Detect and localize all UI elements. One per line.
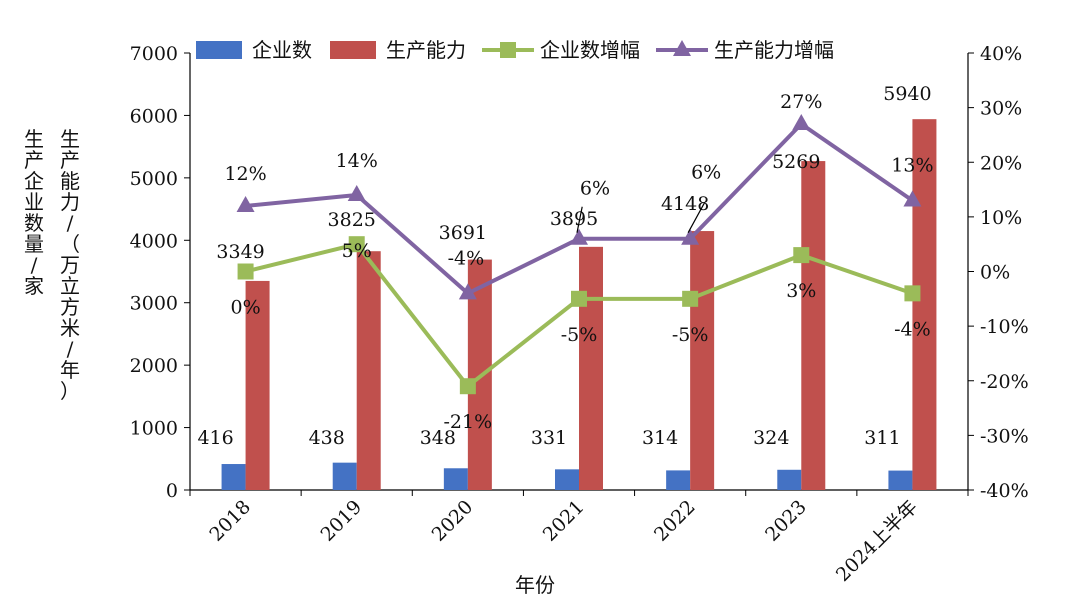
label-capacity: 3349 [216, 241, 264, 263]
label-enterprise-growth: -21% [444, 411, 493, 433]
label-capacity: 3895 [550, 208, 598, 230]
x-tick-label: 2024上半年 [832, 496, 922, 586]
right-tick-label: -10% [980, 316, 1029, 338]
left-tick-label: 0 [166, 480, 178, 502]
left-tick-label: 4000 [130, 230, 178, 252]
legend-marker [500, 42, 516, 58]
label-enterprise-count: 331 [531, 427, 567, 449]
bar-capacity [912, 119, 937, 490]
label-enterprise-count: 324 [753, 427, 789, 449]
marker-enterprise-growth [571, 290, 587, 307]
bar-enterprise-count [888, 470, 913, 490]
right-tick-label: 30% [980, 98, 1022, 120]
marker-enterprise-growth [793, 247, 810, 264]
lines-layer [236, 114, 922, 395]
legend-label: 生产能力增幅 [714, 38, 834, 62]
right-tick-label: -20% [980, 371, 1029, 393]
legend-label: 企业数 [252, 38, 312, 62]
marker-capacity-growth [347, 185, 366, 202]
x-tick-label: 2023 [761, 496, 811, 546]
marker-enterprise-growth [459, 378, 476, 395]
marker-capacity-growth [681, 228, 700, 245]
left-tick-label: 7000 [130, 43, 178, 65]
y-left-title-count: 生产企业数量/家 [24, 127, 44, 298]
label-enterprise-growth: 0% [230, 297, 260, 319]
bars-layer [221, 119, 937, 491]
label-enterprise-count: 314 [642, 427, 678, 449]
right-tick-label: -30% [980, 425, 1029, 447]
y-left-title-capacity: 生产能力/（万立方米/年） [60, 127, 80, 403]
label-enterprise-growth: -5% [672, 324, 709, 346]
legend-label: 企业数增幅 [540, 38, 640, 62]
label-enterprise-count: 348 [420, 427, 456, 449]
label-enterprise-count: 416 [197, 427, 233, 449]
label-capacity-growth: 13% [891, 154, 933, 176]
right-tick-label: 10% [980, 207, 1022, 229]
label-capacity-growth: 6% [580, 178, 610, 200]
bar-capacity [801, 161, 826, 491]
bar-capacity [579, 246, 603, 490]
labels-layer: 416 438 348 331 314 324 311 3349 3825 3691 3895 414… [197, 83, 933, 449]
label-capacity-growth: 6% [691, 162, 721, 184]
label-enterprise-growth: -5% [561, 324, 598, 346]
label-enterprise-growth: -4% [894, 318, 931, 340]
x-axis-title: 年份 [515, 573, 555, 597]
label-capacity-growth: 12% [224, 163, 266, 185]
x-tick-label: 2019 [316, 496, 366, 546]
legend-label: 生产能力 [386, 38, 466, 62]
label-enterprise-growth: 3% [786, 280, 816, 302]
label-capacity-growth: 27% [780, 91, 822, 113]
right-tick-label: -40% [980, 480, 1029, 502]
marker-enterprise-growth [904, 285, 921, 302]
left-tick-label: 2000 [130, 355, 178, 377]
bar-capacity [356, 251, 381, 490]
right-tick-label: 0% [980, 262, 1010, 284]
left-tick-label: 3000 [130, 293, 178, 315]
bar-enterprise-count [221, 464, 246, 490]
left-tick-label: 5000 [130, 168, 178, 190]
x-tick-label: 2020 [428, 496, 478, 546]
label-capacity: 5940 [883, 83, 931, 105]
label-capacity: 5269 [772, 151, 820, 173]
x-tick-label: 2022 [650, 496, 700, 546]
legend-swatch [196, 41, 242, 59]
marker-capacity-growth [570, 228, 588, 245]
label-enterprise-growth: 5% [342, 240, 372, 262]
marker-enterprise-growth [237, 263, 254, 280]
marker-capacity-growth [792, 114, 811, 131]
label-capacity: 4148 [661, 193, 709, 215]
left-tick-label: 6000 [130, 105, 178, 127]
label-capacity-growth: -4% [448, 247, 485, 269]
label-enterprise-count: 438 [309, 427, 345, 449]
bar-enterprise-count [332, 462, 357, 490]
bar-capacity [245, 280, 270, 490]
legend-marker [673, 40, 691, 56]
x-tick-label: 2018 [205, 496, 255, 546]
left-tick-label: 1000 [130, 418, 178, 440]
bar-capacity [690, 231, 715, 491]
right-tick-label: 40% [980, 43, 1022, 65]
marker-enterprise-growth [682, 290, 699, 307]
label-capacity-growth: 14% [336, 150, 378, 172]
marker-capacity-growth [903, 190, 922, 207]
x-tick-label: 2021 [539, 496, 589, 546]
right-tick-label: 20% [980, 152, 1022, 174]
marker-enterprise-growth [348, 236, 365, 253]
bar-enterprise-count [443, 468, 468, 490]
leader-line [576, 206, 583, 233]
marker-capacity-growth [458, 283, 477, 300]
leader-line [687, 202, 706, 234]
label-capacity: 3691 [439, 222, 487, 244]
marker-capacity-growth [236, 195, 255, 212]
legend-swatch [330, 41, 376, 59]
legend: 企业数 生产能力 企业数增幅 生产能力增幅 [196, 38, 834, 62]
label-capacity: 3825 [328, 209, 376, 231]
label-enterprise-count: 311 [864, 427, 900, 449]
bar-enterprise-count [777, 469, 802, 490]
bar-enterprise-count [555, 469, 579, 490]
bar-enterprise-count [666, 470, 691, 490]
